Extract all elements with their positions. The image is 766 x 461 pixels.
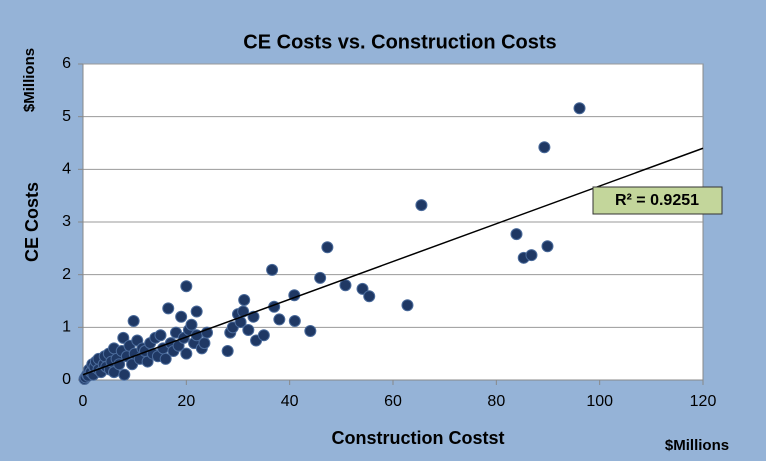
x-tick-label: 60 (384, 393, 402, 410)
point (242, 323, 255, 336)
point (273, 313, 286, 326)
point (127, 315, 140, 328)
point (221, 345, 234, 358)
point (314, 271, 327, 284)
point (401, 299, 414, 312)
point (288, 315, 301, 328)
point (541, 240, 554, 253)
point (237, 305, 250, 318)
point (510, 228, 523, 241)
y-tick-label: 0 (62, 371, 71, 388)
x-tick-label: 80 (487, 393, 505, 410)
point (154, 329, 167, 342)
chart-title: CE Costs vs. Construction Costs (243, 31, 556, 53)
point (538, 141, 551, 154)
point (190, 305, 203, 318)
x-tick-label: 100 (586, 393, 613, 410)
point (159, 352, 172, 365)
point (304, 325, 317, 338)
point (162, 302, 175, 315)
point (257, 329, 270, 342)
y-tick-label: 3 (62, 213, 71, 230)
point (180, 347, 193, 360)
point (356, 282, 369, 295)
point (185, 318, 198, 331)
y-tick-label: 6 (62, 55, 71, 72)
point (573, 102, 586, 115)
point (266, 263, 279, 276)
x-tick-label: 20 (177, 393, 195, 410)
point (321, 241, 334, 254)
x-axis-unit: $Millions (665, 437, 729, 454)
y-tick-label: 2 (62, 266, 71, 283)
point (180, 280, 193, 293)
y-axis-unit: $Millions (21, 48, 38, 112)
y-tick-label: 1 (62, 319, 71, 336)
point (363, 290, 376, 303)
x-tick-label: 40 (281, 393, 299, 410)
y-tick-label: 5 (62, 108, 71, 125)
point (175, 310, 188, 323)
x-tick-label: 0 (79, 393, 88, 410)
y-axis-label: CE Costs (22, 182, 42, 262)
point (238, 293, 251, 306)
point (339, 279, 352, 292)
point (118, 368, 131, 381)
x-axis-label: Construction Costst (332, 428, 505, 448)
x-tick-label: 120 (690, 393, 717, 410)
trendline (82, 147, 704, 376)
annotation: R² = 0.9251 (615, 192, 699, 209)
point (525, 249, 538, 262)
point (198, 337, 211, 350)
annotation-box (592, 186, 723, 215)
point (117, 331, 130, 344)
point (415, 199, 428, 212)
y-tick-label: 4 (62, 161, 71, 178)
